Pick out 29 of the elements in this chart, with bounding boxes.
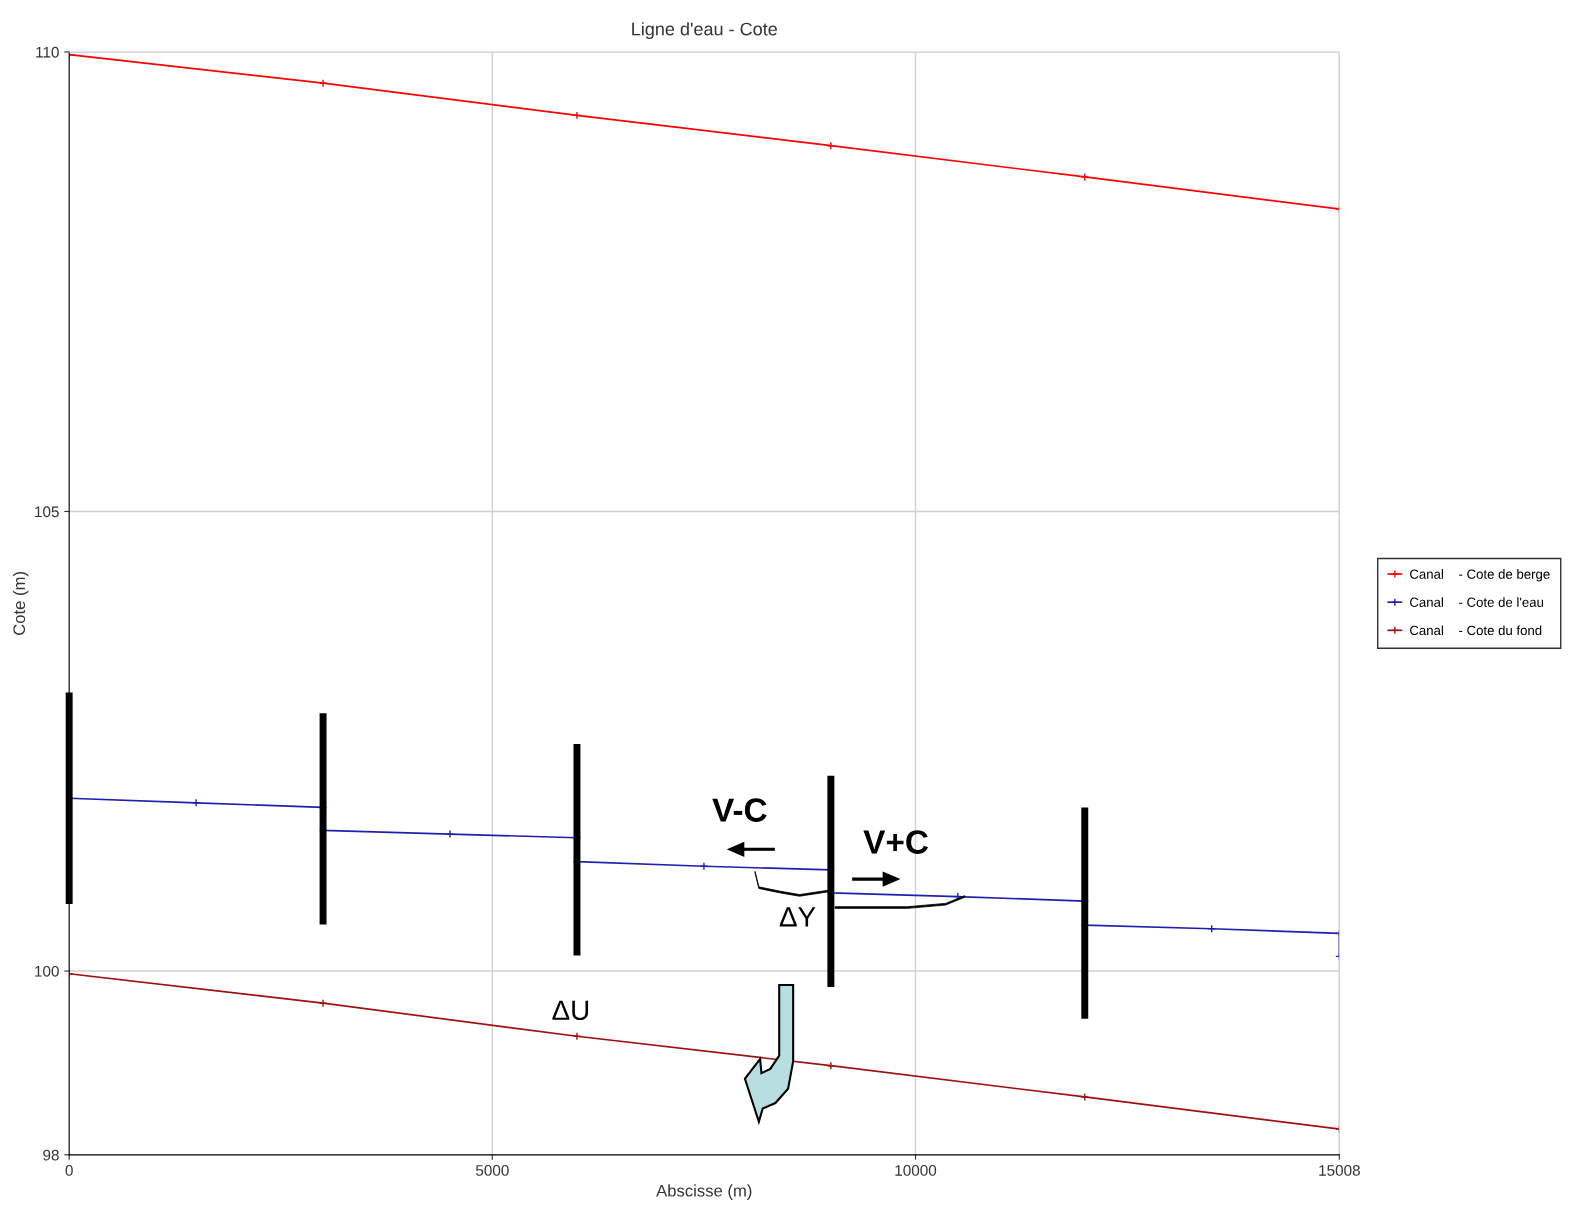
point bbox=[318, 999, 328, 1008]
chart-title: Ligne d'eau - Cote bbox=[632, 22, 777, 40]
legend-label: Canal - Cote de berge bbox=[1410, 569, 1550, 582]
y-tick-label: 98 bbox=[43, 1149, 59, 1161]
y-axis-title: Cote (m) bbox=[12, 572, 29, 635]
x-tick-label: 15008 bbox=[1319, 1164, 1360, 1176]
legend-label: Canal - Cote du fond bbox=[1410, 625, 1542, 636]
annotation: V-C bbox=[712, 798, 767, 822]
annotation: ΔY bbox=[779, 907, 816, 927]
point bbox=[1080, 1092, 1089, 1102]
annotation: V+C bbox=[863, 830, 929, 854]
y-tick-label: 105 bbox=[35, 506, 59, 518]
point bbox=[572, 1032, 582, 1041]
annotation: ΔU bbox=[552, 1000, 589, 1021]
legend-label: Canal - Cote de l'eau bbox=[1410, 597, 1544, 607]
point bbox=[191, 798, 201, 808]
point bbox=[445, 829, 455, 839]
y-tick-label: 110 bbox=[36, 46, 59, 58]
point bbox=[318, 79, 328, 88]
point bbox=[699, 862, 709, 871]
point bbox=[826, 1061, 836, 1070]
x-axis-title: Abscisse (m) bbox=[656, 1184, 752, 1200]
y-tick-label: 100 bbox=[35, 965, 59, 977]
point bbox=[1080, 172, 1089, 182]
point bbox=[826, 141, 836, 150]
x-tick-label: 0 bbox=[65, 1164, 73, 1176]
x-tick-label: 10000 bbox=[895, 1164, 937, 1176]
point bbox=[572, 111, 582, 120]
x-tick-label: 5000 bbox=[475, 1164, 509, 1176]
